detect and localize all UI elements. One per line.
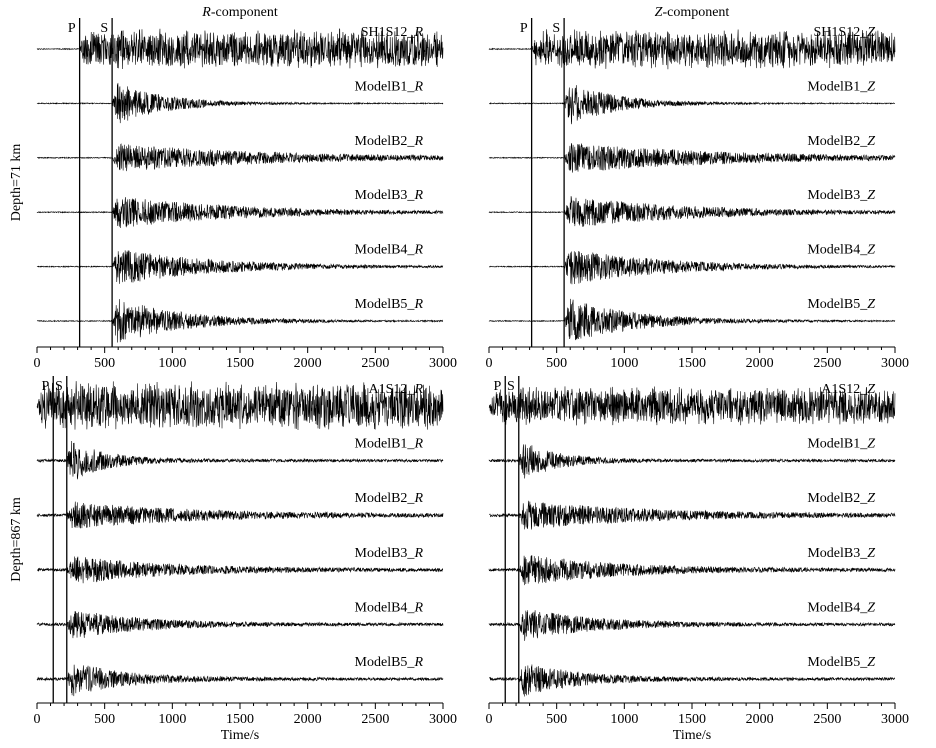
seismic-trace (36, 250, 444, 284)
x-tick-label: 2500 (813, 356, 841, 371)
trace-label: ModelB5_R (355, 297, 424, 312)
x-tick-label: 3000 (881, 356, 909, 371)
x-tick-label: 2000 (746, 712, 774, 727)
trace-label: ModelB5_R (355, 655, 424, 670)
seismic-trace (36, 197, 444, 229)
y-axis-label: Depth=71 km (9, 144, 24, 222)
x-tick-label: 1000 (610, 356, 638, 371)
phase-marker-label: P (68, 21, 76, 36)
seismic-trace (36, 664, 444, 697)
x-tick-label: 3000 (429, 712, 457, 727)
seismic-trace (36, 299, 444, 343)
trace-label: A1S12_R (369, 382, 424, 397)
x-tick-label: 1500 (226, 712, 254, 727)
trace-label: ModelB4_R (355, 600, 424, 615)
x-tick-label: 0 (34, 712, 41, 727)
trace-label: ModelB1_Z (807, 79, 875, 94)
trace-label: A1S12_Z (821, 382, 875, 397)
x-tick-label: 2500 (361, 356, 389, 371)
phase-marker-label: P (493, 379, 501, 394)
seismic-trace (488, 555, 896, 586)
x-tick-label: 3000 (429, 356, 457, 371)
seismic-trace (488, 85, 896, 125)
x-axis-label: Time/s (673, 728, 711, 743)
phase-marker-label: S (100, 21, 108, 36)
seismic-trace (36, 441, 444, 480)
x-tick-label: 2000 (746, 356, 774, 371)
seismic-trace (488, 143, 896, 173)
trace-label: ModelB1_R (355, 437, 424, 452)
x-tick-label: 2000 (294, 712, 322, 727)
trace-label: ModelB4_Z (807, 600, 875, 615)
x-tick-label: 500 (94, 712, 115, 727)
trace-label: ModelB3_Z (807, 546, 875, 561)
seismic-trace (36, 611, 444, 639)
phase-marker-label: P (520, 21, 528, 36)
seismic-trace (36, 143, 444, 172)
trace-label: ModelB2_Z (807, 491, 875, 506)
seismic-trace (488, 386, 896, 426)
trace-label: ModelB2_Z (807, 134, 875, 149)
panel-title: Z-component (655, 5, 730, 20)
panel-2: Z-component SH1S12_Z ModelB1_Z ModelB2_Z Mod… (486, 5, 910, 371)
trace-label: ModelB2_R (355, 134, 424, 149)
trace-label: ModelB2_R (355, 491, 424, 506)
phase-marker-label: S (55, 379, 63, 394)
trace-label: ModelB3_R (355, 546, 424, 561)
seismic-trace (488, 610, 896, 641)
x-tick-label: 2500 (813, 712, 841, 727)
trace-label: ModelB3_Z (807, 188, 875, 203)
seismic-trace (36, 501, 444, 529)
panel-title: R-component (201, 5, 278, 20)
x-tick-label: 1000 (158, 712, 186, 727)
phase-marker-label: S (507, 379, 515, 394)
trace-label: ModelB5_Z (807, 297, 875, 312)
x-tick-label: 0 (486, 712, 493, 727)
seismic-trace (36, 556, 444, 584)
seismic-trace (488, 298, 896, 341)
trace-label: ModelB3_R (355, 188, 424, 203)
x-tick-label: 0 (34, 356, 41, 371)
y-axis-label: Depth=867 km (9, 497, 24, 582)
x-tick-label: 2000 (294, 356, 322, 371)
seismic-trace (488, 29, 896, 70)
panel-1: R-component Depth=71 km SH1S12_R ModelB1_R M… (9, 5, 457, 371)
phase-marker-label: S (552, 21, 560, 36)
x-tick-label: 0 (486, 356, 493, 371)
x-tick-label: 1000 (610, 712, 638, 727)
x-tick-label: 1500 (678, 356, 706, 371)
trace-label: SH1S12_R (361, 25, 424, 40)
trace-label: ModelB1_Z (807, 437, 875, 452)
seismic-trace (488, 444, 896, 479)
x-tick-label: 500 (546, 356, 567, 371)
seismic-trace (488, 251, 896, 285)
x-tick-label: 1500 (678, 712, 706, 727)
x-tick-label: 3000 (881, 712, 909, 727)
seismic-trace (36, 27, 444, 69)
seismic-trace (488, 664, 896, 697)
trace-label: ModelB4_Z (807, 243, 875, 258)
panel-4: A1S12_Z ModelB1_Z ModelB2_Z ModelB3_Z ModelB… (486, 376, 909, 743)
panel-3: Depth=867 km A1S12_R ModelB1_R ModelB2_R Mod… (9, 376, 457, 743)
x-axis-label: Time/s (221, 728, 259, 743)
trace-label: ModelB1_R (355, 79, 424, 94)
trace-label: ModelB5_Z (807, 655, 875, 670)
trace-label: ModelB4_R (355, 243, 424, 258)
x-tick-label: 500 (546, 712, 567, 727)
seismic-trace (36, 82, 444, 124)
seismic-trace (488, 196, 896, 227)
x-tick-label: 500 (94, 356, 115, 371)
x-tick-label: 2500 (361, 712, 389, 727)
trace-label: SH1S12_Z (814, 25, 876, 40)
phase-marker-label: P (41, 379, 49, 394)
x-tick-label: 1500 (226, 356, 254, 371)
seismic-trace (36, 381, 444, 430)
x-tick-label: 1000 (158, 356, 186, 371)
seismic-trace (488, 500, 896, 530)
